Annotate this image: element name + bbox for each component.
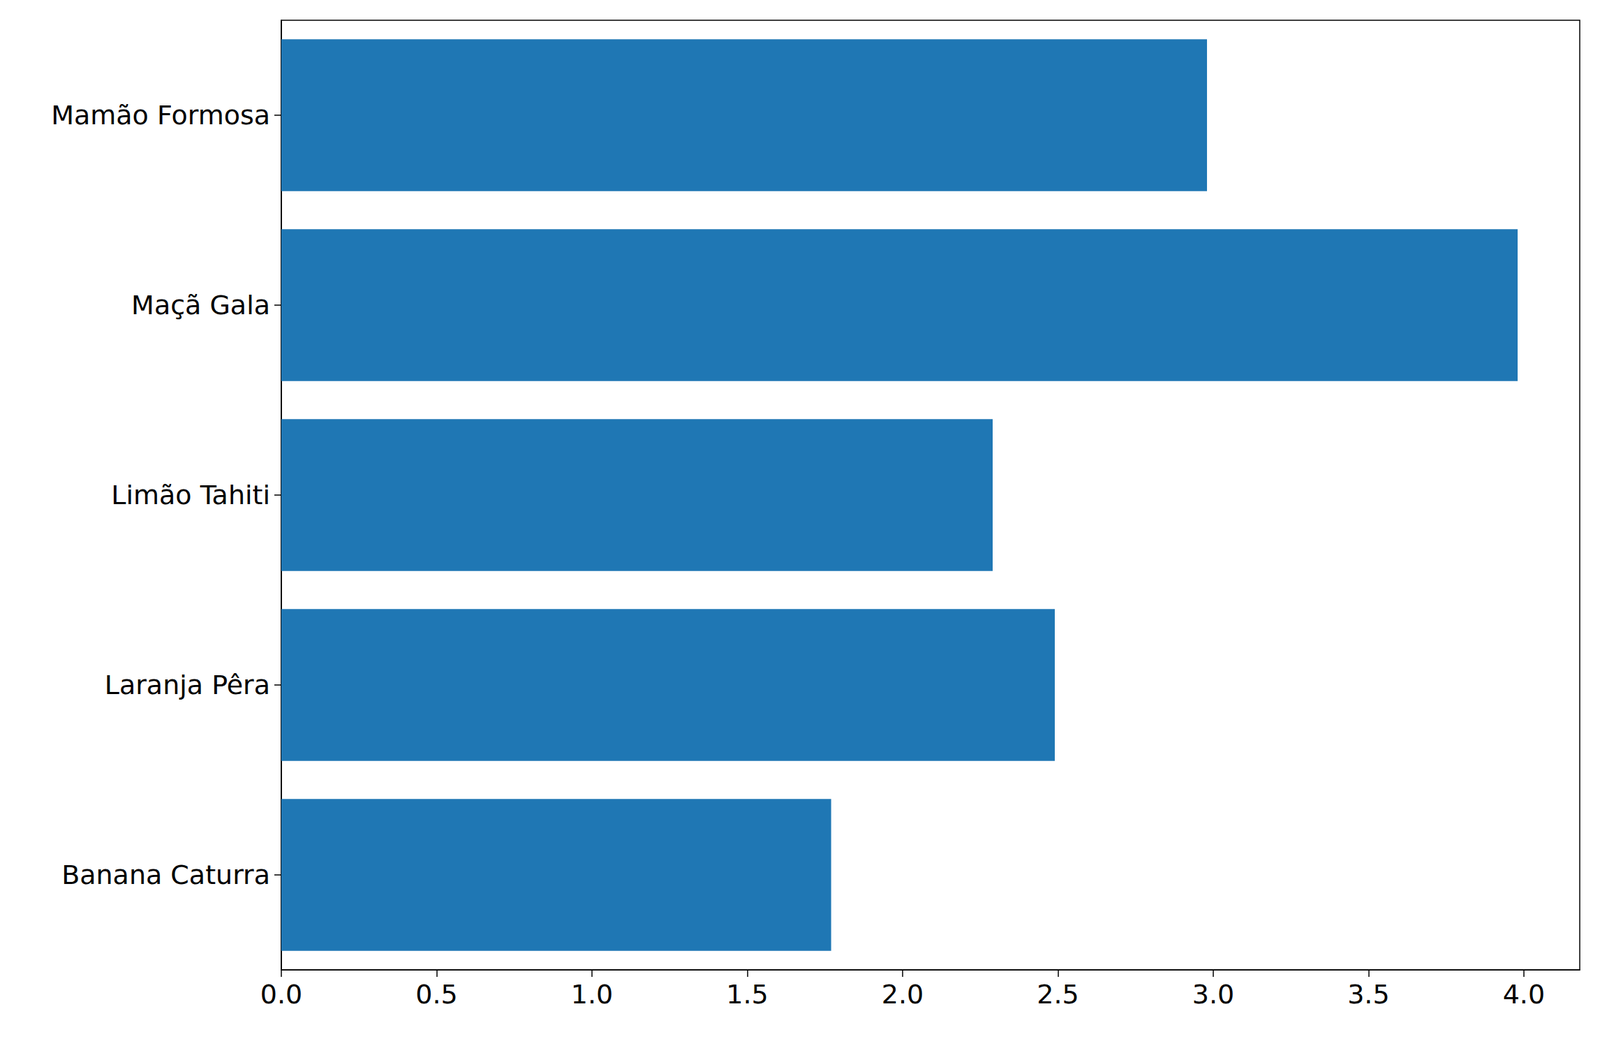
svg-text:3.0: 3.0 bbox=[1192, 978, 1235, 1010]
svg-text:Limão Tahiti: Limão Tahiti bbox=[110, 479, 271, 511]
svg-text:Maçã Gala: Maçã Gala bbox=[131, 289, 271, 321]
svg-text:3.5: 3.5 bbox=[1347, 978, 1390, 1010]
svg-text:Mamão Formosa: Mamão Formosa bbox=[50, 99, 271, 131]
svg-text:0.0: 0.0 bbox=[260, 978, 303, 1010]
svg-text:4.0: 4.0 bbox=[1502, 978, 1545, 1010]
svg-text:Banana Caturra: Banana Caturra bbox=[61, 859, 271, 891]
svg-text:2.0: 2.0 bbox=[881, 978, 924, 1010]
svg-text:2.5: 2.5 bbox=[1036, 978, 1079, 1010]
svg-text:0.5: 0.5 bbox=[415, 978, 458, 1010]
svg-text:Laranja Pêra: Laranja Pêra bbox=[104, 669, 271, 701]
svg-text:1.0: 1.0 bbox=[571, 978, 613, 1010]
svg-text:1.5: 1.5 bbox=[726, 978, 768, 1010]
